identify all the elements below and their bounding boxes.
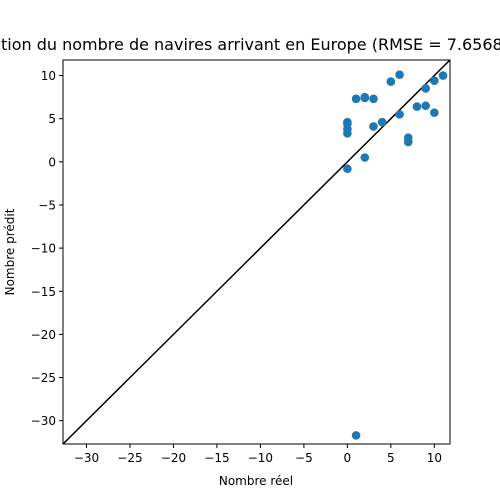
y-tick-label: −25 (31, 371, 56, 385)
data-point (343, 164, 352, 174)
y-tick-label: −20 (31, 328, 56, 342)
data-point (343, 119, 352, 129)
data-point (369, 122, 378, 131)
data-point (360, 93, 370, 103)
data-point (369, 94, 378, 104)
data-point (351, 431, 361, 440)
plot-frame (62, 59, 451, 445)
x-tick-label: 10 (427, 451, 442, 465)
x-axis-ticks: −30 −25 −20 −15 −10 −5 0 5 10 (74, 444, 442, 465)
data-point (386, 77, 396, 86)
data-point (412, 102, 422, 111)
y-axis-label: Nombre prédit (3, 208, 17, 295)
y-tick-label: 10 (41, 69, 56, 83)
data-point (395, 110, 404, 119)
x-tick-label: 0 (344, 451, 352, 465)
data-point (430, 76, 439, 86)
y-tick-label: 5 (48, 112, 56, 126)
y-tick-label: −15 (31, 285, 56, 299)
x-tick-label: −15 (204, 451, 229, 465)
x-tick-label: −25 (117, 451, 142, 465)
data-point (403, 133, 413, 142)
y-axis-ticks: −30 −25 −20 −15 −10 −5 0 5 10 (31, 69, 63, 428)
chart-title: Prédiction du nombre de navires arrivant… (0, 35, 500, 54)
y-tick-label: 0 (48, 155, 56, 169)
data-point (421, 101, 430, 111)
data-point (438, 71, 448, 80)
x-tick-label: 5 (387, 451, 395, 465)
y-tick-label: −5 (38, 198, 56, 212)
data-points (343, 70, 448, 440)
x-tick-label: −30 (74, 451, 99, 465)
data-point (421, 84, 430, 93)
x-tick-label: −10 (248, 451, 273, 465)
x-tick-label: −20 (161, 451, 186, 465)
x-tick-label: −5 (295, 451, 313, 465)
y-tick-label: −10 (31, 242, 56, 256)
x-axis-label: Nombre réel (219, 474, 293, 488)
y-tick-label: −30 (31, 414, 56, 428)
data-point (360, 153, 370, 162)
data-point (351, 94, 361, 104)
data-point (395, 70, 404, 79)
data-point (430, 108, 439, 117)
data-point (377, 117, 387, 127)
